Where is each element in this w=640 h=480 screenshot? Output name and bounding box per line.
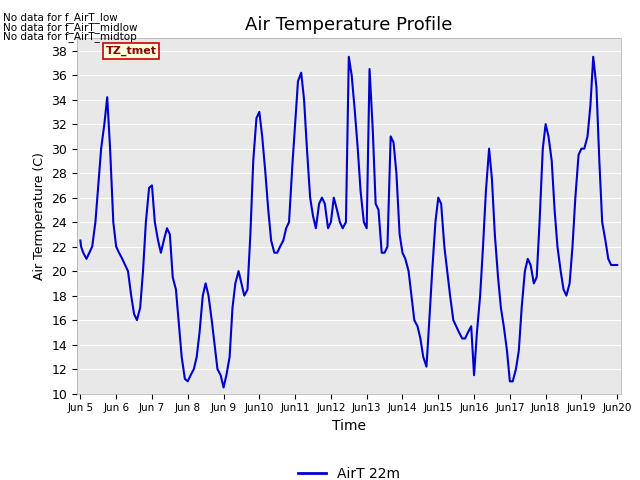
- Title: Air Temperature Profile: Air Temperature Profile: [245, 16, 452, 34]
- Text: No data for f_AirT_midtop: No data for f_AirT_midtop: [3, 31, 137, 42]
- X-axis label: Time: Time: [332, 419, 366, 433]
- Text: No data for f_AirT_low: No data for f_AirT_low: [3, 12, 118, 23]
- Legend: AirT 22m: AirT 22m: [292, 461, 405, 480]
- Text: TZ_tmet: TZ_tmet: [106, 46, 156, 56]
- Y-axis label: Air Termperature (C): Air Termperature (C): [33, 152, 45, 280]
- Text: No data for f_AirT_midlow: No data for f_AirT_midlow: [3, 22, 138, 33]
